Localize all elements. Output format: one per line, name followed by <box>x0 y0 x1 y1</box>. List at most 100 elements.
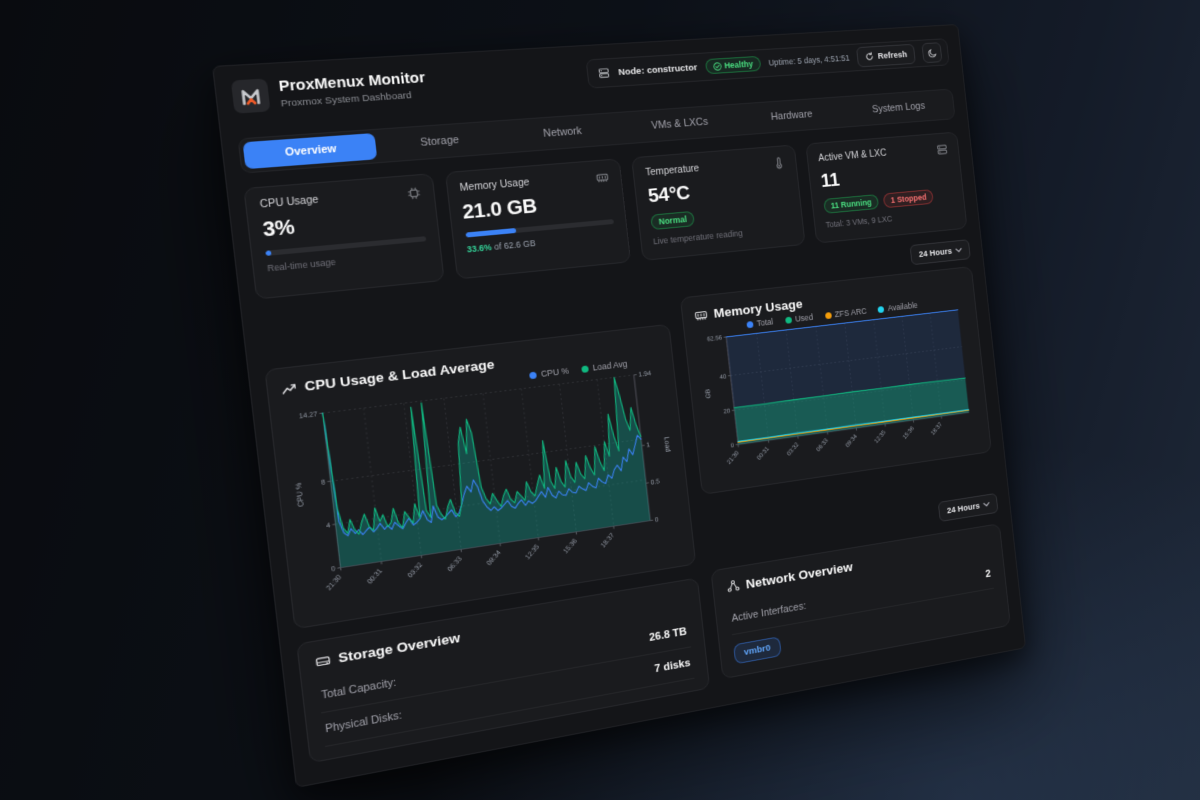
ram-icon <box>693 308 708 323</box>
servers-icon <box>936 143 948 156</box>
check-circle-icon <box>713 62 722 71</box>
logo-m-icon <box>238 85 263 107</box>
cpu-usage-card: CPU Usage 3% Real-time usage <box>243 173 445 300</box>
vms-running-badge: 11 Running <box>822 194 880 214</box>
svg-text:21:30: 21:30 <box>725 450 740 466</box>
temperature-status-badge: Normal <box>650 210 696 231</box>
svg-text:1.94: 1.94 <box>638 369 651 378</box>
svg-text:1: 1 <box>646 441 650 449</box>
legend-dot-cpu <box>529 371 538 380</box>
svg-text:4: 4 <box>326 521 331 530</box>
cpu-card-title: CPU Usage <box>259 194 320 211</box>
memory-progress-fill <box>464 227 517 238</box>
cpu-load-chart-card: CPU Usage & Load Average CPU % Load Avg … <box>264 323 696 630</box>
svg-text:0: 0 <box>654 515 658 523</box>
cpu-chip-icon <box>406 186 421 200</box>
network-nodes-icon <box>726 579 741 594</box>
svg-text:12:35: 12:35 <box>873 429 887 444</box>
trend-up-icon <box>281 380 298 396</box>
refresh-label: Refresh <box>877 49 908 61</box>
refresh-button[interactable]: Refresh <box>856 43 916 68</box>
cpu-progress-fill <box>265 250 272 256</box>
memory-usage-card: Memory Usage 21.0 GB 33.6% of 62.6 GB <box>444 158 632 280</box>
interface-badge: vmbr0 <box>732 635 782 665</box>
time-range-value: 24 Hours <box>918 246 953 259</box>
svg-text:14.27: 14.27 <box>299 410 318 420</box>
tab-overview[interactable]: Overview <box>242 132 378 170</box>
brand-text: ProxMenux Monitor Proxmox System Dashboa… <box>278 70 428 109</box>
svg-text:20: 20 <box>723 408 730 416</box>
ram-icon <box>595 171 609 185</box>
svg-text:15:36: 15:36 <box>901 425 915 440</box>
vms-stopped-badge: 1 Stopped <box>883 189 935 209</box>
refresh-icon <box>865 52 875 62</box>
memory-chart: 21:30 00:31 03:32 06:33 09:34 12:35 15:36 18:37… <box>703 304 980 466</box>
tab-hardware[interactable]: Hardware <box>770 108 813 123</box>
cpu-load-chart: 21:30 00:31 03:32 06:33 09:34 12:35 15:36 18:37… <box>294 369 672 592</box>
svg-text:03:32: 03:32 <box>406 561 424 579</box>
temperature-card: Temperature 54°C Normal Live temperature… <box>631 144 806 261</box>
tab-storage[interactable]: Storage <box>419 134 460 149</box>
svg-text:06:33: 06:33 <box>815 437 829 453</box>
health-label: Healthy <box>723 59 754 71</box>
memory-value: 21.0 GB <box>461 195 538 224</box>
cpu-value: 3% <box>261 216 296 242</box>
left-column: CPU Usage & Load Average CPU % Load Avg … <box>264 323 710 764</box>
tab-network[interactable]: Network <box>542 125 583 140</box>
svg-text:09:34: 09:34 <box>844 433 858 449</box>
svg-text:0: 0 <box>331 564 336 573</box>
svg-text:18:37: 18:37 <box>599 531 616 549</box>
vms-value: 11 <box>819 169 841 192</box>
svg-text:12:35: 12:35 <box>523 543 540 561</box>
status-strip: Node: constructor Healthy Uptime: 5 days… <box>585 38 950 89</box>
legend-dot-available <box>877 305 885 314</box>
legend-dot-zfs-arc <box>824 312 832 320</box>
proxmenux-logo <box>230 78 271 114</box>
svg-text:Load: Load <box>663 436 672 452</box>
proxmenux-dashboard: ProxMenux Monitor Proxmox System Dashboa… <box>212 24 1027 789</box>
svg-text:00:31: 00:31 <box>365 567 384 585</box>
legend-dot-load <box>581 365 590 373</box>
thermometer-icon <box>772 157 785 170</box>
hard-drive-icon <box>314 652 331 669</box>
vms-card-title: Active VM & LXC <box>817 148 888 164</box>
charts-area: CPU Usage & Load Average CPU % Load Avg … <box>261 266 1011 764</box>
svg-text:06:33: 06:33 <box>446 555 464 573</box>
svg-text:15:36: 15:36 <box>561 537 578 555</box>
active-vm-lxc-card: Active VM & LXC 11 11 Running 1 Stopped … <box>804 131 968 244</box>
moon-icon <box>927 47 938 58</box>
svg-text:00:31: 00:31 <box>755 445 770 461</box>
svg-text:CPU %: CPU % <box>294 482 306 507</box>
legend-dot-total <box>746 321 754 329</box>
svg-text:0: 0 <box>730 442 734 449</box>
theme-toggle-button[interactable] <box>921 42 943 64</box>
svg-text:0.5: 0.5 <box>650 477 660 486</box>
svg-text:21:30: 21:30 <box>324 573 343 592</box>
uptime-label: Uptime: 5 days, 4:51:51 <box>768 53 851 68</box>
temperature-card-title: Temperature <box>644 163 700 179</box>
svg-text:18:37: 18:37 <box>929 421 943 436</box>
svg-text:62.56: 62.56 <box>706 334 722 343</box>
temperature-value: 54°C <box>647 182 691 208</box>
time-range-select[interactable]: 24 Hours <box>909 239 971 266</box>
memory-caption-suffix: of 62.6 GB <box>491 238 537 253</box>
tab-vms-lxcs[interactable]: VMs & LXCs <box>650 116 709 132</box>
svg-text:03:32: 03:32 <box>785 441 800 457</box>
time-range-select-2[interactable]: 24 Hours <box>938 492 999 522</box>
legend-dot-used <box>784 316 792 324</box>
svg-text:8: 8 <box>321 478 326 487</box>
node-label: Node: constructor <box>617 62 698 78</box>
time-range-value-2: 24 Hours <box>946 500 981 515</box>
server-icon <box>597 67 610 79</box>
brand: ProxMenux Monitor Proxmox System Dashboa… <box>230 60 577 114</box>
memory-caption-percent: 33.6% <box>466 242 493 255</box>
svg-text:40: 40 <box>719 373 726 381</box>
svg-text:GB: GB <box>703 389 712 399</box>
svg-text:09:34: 09:34 <box>485 549 503 567</box>
memory-chart-card: Memory Usage Total Used ZFS ARC Availabl… <box>679 266 992 495</box>
chevron-down-icon <box>955 247 962 253</box>
tab-system-logs[interactable]: System Logs <box>871 100 926 116</box>
memory-card-title: Memory Usage <box>459 177 530 194</box>
right-column: Memory Usage Total Used ZFS ARC Availabl… <box>679 266 1011 680</box>
